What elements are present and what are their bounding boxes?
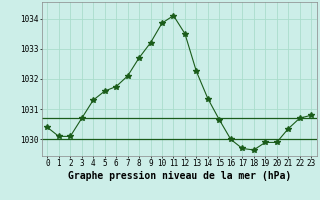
X-axis label: Graphe pression niveau de la mer (hPa): Graphe pression niveau de la mer (hPa) bbox=[68, 171, 291, 181]
